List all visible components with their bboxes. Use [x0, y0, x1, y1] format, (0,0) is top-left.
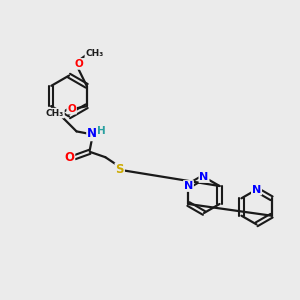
- Text: N: N: [252, 184, 261, 195]
- Text: N: N: [184, 181, 193, 191]
- Text: N: N: [87, 127, 97, 140]
- Text: O: O: [64, 151, 74, 164]
- Text: S: S: [116, 163, 124, 176]
- Text: O: O: [75, 59, 83, 69]
- Text: H: H: [97, 126, 106, 136]
- Text: O: O: [67, 103, 76, 114]
- Text: N: N: [200, 172, 208, 182]
- Text: CH₃: CH₃: [85, 49, 103, 58]
- Text: CH₃: CH₃: [46, 109, 64, 118]
